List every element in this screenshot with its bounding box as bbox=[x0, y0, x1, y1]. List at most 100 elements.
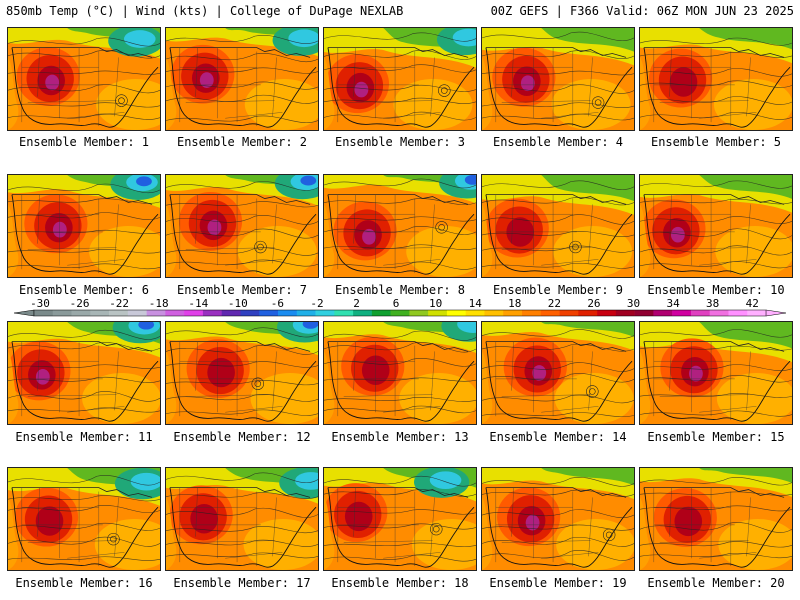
colorbar-min-arrow bbox=[13, 309, 35, 317]
ensemble-member-label: Ensemble Member: 16 bbox=[15, 576, 153, 590]
ensemble-member-label: Ensemble Member: 19 bbox=[489, 576, 627, 590]
colorbar-swatch bbox=[334, 310, 354, 316]
ensemble-member-label: Ensemble Member: 3 bbox=[334, 135, 466, 149]
colorbar-swatch bbox=[109, 310, 129, 316]
ensemble-map-panel bbox=[165, 467, 319, 571]
colorbar-swatch bbox=[709, 310, 729, 316]
colorbar-swatch bbox=[371, 310, 391, 316]
colorbar-tick-label: -22 bbox=[109, 298, 129, 310]
ensemble-map-panel bbox=[639, 174, 793, 278]
ensemble-member-label: Ensemble Member: 8 bbox=[334, 283, 466, 297]
ensemble-member-label: Ensemble Member: 4 bbox=[492, 135, 624, 149]
colorbar-swatch bbox=[522, 310, 542, 316]
colorbar-tick-label: -10 bbox=[228, 298, 248, 310]
temperature-colorbar: -30 -26 -22 -18 -14 -10 -6 -2 2 6 10 14 18 22 26 30 34 38… bbox=[0, 298, 800, 320]
colorbar-swatch bbox=[559, 310, 579, 316]
colorbar-swatch bbox=[465, 310, 485, 316]
colorbar-swatch bbox=[672, 310, 692, 316]
colorbar-graphic: -30 -26 -22 -18 -14 -10 -6 -2 2 6 10 14 18 22 26 30 34 38… bbox=[13, 298, 787, 317]
ensemble-map-panel bbox=[639, 467, 793, 571]
colorbar-swatch bbox=[278, 310, 298, 316]
colorbar-tick-label: 42 bbox=[746, 298, 759, 310]
colorbar-swatch bbox=[165, 310, 185, 316]
ensemble-member-label: Ensemble Member: 9 bbox=[492, 283, 624, 297]
colorbar-swatch bbox=[409, 310, 429, 316]
colorbar-tick-label: 22 bbox=[548, 298, 561, 310]
colorbar-swatch bbox=[52, 310, 72, 316]
ensemble-map-panel bbox=[323, 174, 477, 278]
ensemble-map-panel bbox=[323, 321, 477, 425]
ensemble-map-panel bbox=[7, 467, 161, 571]
colorbar-tick-label: 10 bbox=[429, 298, 442, 310]
colorbar-swatch bbox=[484, 310, 504, 316]
colorbar-tick-label: 14 bbox=[469, 298, 483, 310]
ensemble-map-panel bbox=[481, 321, 635, 425]
colorbar-swatch bbox=[446, 310, 466, 316]
colorbar-swatch bbox=[202, 310, 222, 316]
colorbar-swatch bbox=[240, 310, 260, 316]
colorbar-swatch bbox=[503, 310, 523, 316]
colorbar-max-arrow bbox=[765, 309, 787, 317]
ensemble-map-panel bbox=[481, 174, 635, 278]
colorbar-swatch bbox=[428, 310, 448, 316]
ensemble-member-label: Ensemble Member: 1 bbox=[18, 135, 150, 149]
ensemble-member-label: Ensemble Member: 14 bbox=[489, 430, 627, 444]
colorbar-tick-label: 6 bbox=[393, 298, 400, 310]
colorbar-swatch bbox=[184, 310, 204, 316]
colorbar-swatch bbox=[690, 310, 710, 316]
ensemble-map-panel bbox=[639, 27, 793, 131]
ensemble-member-label: Ensemble Member: 18 bbox=[331, 576, 469, 590]
ensemble-map-panel bbox=[165, 174, 319, 278]
colorbar-swatch bbox=[747, 310, 767, 316]
ensemble-map-panel bbox=[7, 174, 161, 278]
colorbar-swatch bbox=[540, 310, 560, 316]
ensemble-map-panel bbox=[323, 467, 477, 571]
colorbar-swatch bbox=[146, 310, 166, 316]
colorbar-tick-label: -2 bbox=[310, 298, 323, 310]
colorbar-swatch bbox=[353, 310, 373, 316]
colorbar-swatch bbox=[390, 310, 410, 316]
colorbar-swatch bbox=[728, 310, 748, 316]
colorbar-tick-label: -14 bbox=[188, 298, 208, 310]
colorbar-swatch bbox=[221, 310, 241, 316]
colorbar-swatch bbox=[597, 310, 617, 316]
colorbar-swatch bbox=[578, 310, 598, 316]
ensemble-member-label: Ensemble Member: 15 bbox=[647, 430, 785, 444]
ensemble-member-label: Ensemble Member: 7 bbox=[176, 283, 308, 297]
colorbar-tick-label: -18 bbox=[149, 298, 169, 310]
ensemble-member-label: Ensemble Member: 2 bbox=[176, 135, 308, 149]
ensemble-member-label: Ensemble Member: 13 bbox=[331, 430, 469, 444]
ensemble-member-label: Ensemble Member: 12 bbox=[173, 430, 311, 444]
colorbar-tick-label: 30 bbox=[627, 298, 640, 310]
colorbar-tick-label: 2 bbox=[353, 298, 360, 310]
ensemble-map-panel bbox=[481, 27, 635, 131]
ensemble-map-panel bbox=[639, 321, 793, 425]
map-title: 850mb Temp (°C) | Wind (kts) | College o… bbox=[6, 4, 404, 18]
ensemble-map-panel bbox=[323, 27, 477, 131]
colorbar-tick-label: 26 bbox=[587, 298, 600, 310]
colorbar-swatch bbox=[634, 310, 654, 316]
colorbar-swatch bbox=[90, 310, 110, 316]
colorbar-swatch bbox=[127, 310, 147, 316]
colorbar-swatch bbox=[259, 310, 279, 316]
colorbar-swatch bbox=[71, 310, 91, 316]
ensemble-member-label: Ensemble Member: 20 bbox=[647, 576, 785, 590]
colorbar-tick-label: 34 bbox=[666, 298, 680, 310]
colorbar-swatch bbox=[653, 310, 673, 316]
ensemble-map-panel bbox=[7, 27, 161, 131]
ensemble-member-label: Ensemble Member: 11 bbox=[15, 430, 153, 444]
colorbar-swatch bbox=[615, 310, 635, 316]
colorbar-tick-label: 18 bbox=[508, 298, 521, 310]
colorbar-swatch bbox=[296, 310, 316, 316]
ensemble-member-label: Ensemble Member: 17 bbox=[173, 576, 311, 590]
ensemble-map-panel bbox=[7, 321, 161, 425]
colorbar-swatch bbox=[315, 310, 335, 316]
ensemble-member-label: Ensemble Member: 6 bbox=[18, 283, 150, 297]
ensemble-map-panel bbox=[165, 321, 319, 425]
colorbar-tick-label: -6 bbox=[271, 298, 284, 310]
ensemble-map-panel bbox=[165, 27, 319, 131]
colorbar-tick-label: 38 bbox=[706, 298, 719, 310]
colorbar-swatch bbox=[34, 310, 54, 316]
ensemble-member-label: Ensemble Member: 10 bbox=[647, 283, 785, 297]
model-run-info: 00Z GEFS | F366 Valid: 06Z MON JUN 23 20… bbox=[490, 4, 794, 18]
